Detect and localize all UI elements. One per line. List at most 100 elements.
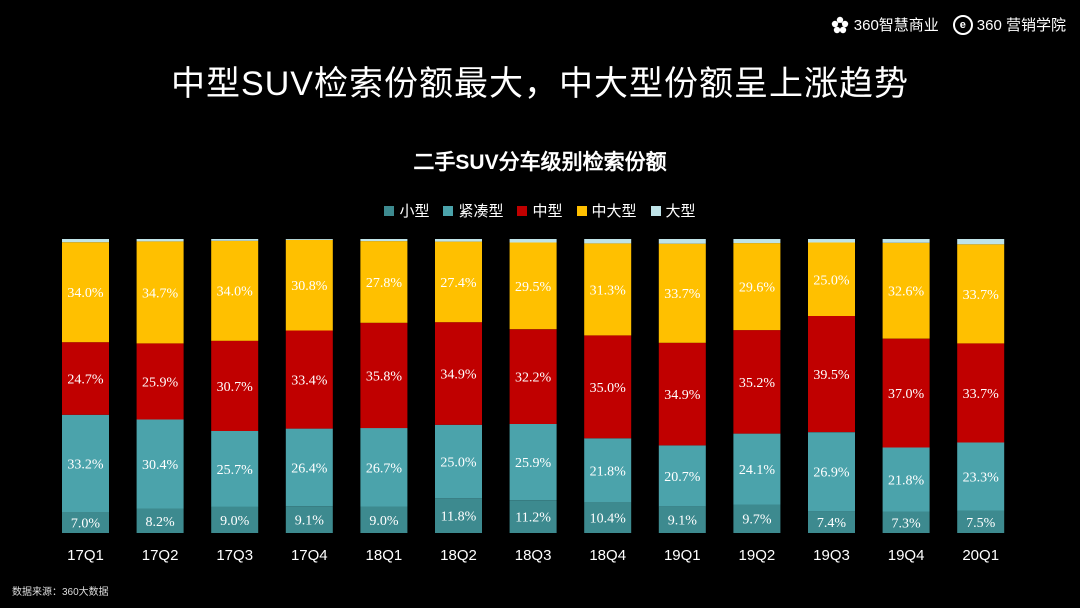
bar-segment [136,239,184,242]
data-label: 25.7% [217,463,254,478]
bar-segment [882,239,930,243]
bar-segment [136,241,184,344]
data-source-note: 数据来源：360大数据 [12,587,109,598]
bar-segment [435,424,482,499]
data-label: 26.4% [291,461,328,476]
data-label: 21.8% [888,474,925,489]
bar-segment [62,242,109,343]
data-label: 31.3% [590,283,627,298]
e-logo-icon: e [952,14,973,35]
bar-segment [808,432,855,512]
data-label: 25.9% [515,456,552,471]
bar-segment [360,428,408,507]
bar-segment [509,329,557,424]
legend-item: 中型 [517,200,563,221]
data-label: 33.4% [291,374,328,389]
x-tick-label: 18Q4 [589,547,626,564]
bar-segment [584,438,632,503]
brand-label-2: 360 营销学院 [976,17,1066,34]
data-label: 33.7% [963,387,1000,402]
x-tick-label: 19Q4 [888,547,925,564]
x-tick-label: 17Q3 [216,547,253,564]
bar-segment [285,428,333,507]
bar-segment [584,502,632,533]
bar-segment [211,340,259,431]
legend-label: 中型 [532,203,563,220]
data-label: 8.2% [146,515,176,530]
legend-label: 小型 [399,203,430,220]
data-label: 7.0% [71,517,101,532]
x-tick-label: 18Q1 [366,547,403,564]
bar-segment [584,239,632,244]
bar-segment [62,512,109,533]
slide-title: 中型SUV检索份额最大，中大型份额呈上涨趋势 [171,65,909,103]
data-label: 11.2% [515,511,551,526]
data-label: 23.3% [963,471,1000,486]
legend-item: 小型 [384,200,429,221]
bar-segment [435,322,482,425]
data-label: 33.2% [67,458,104,473]
legend-item: 大型 [650,200,696,221]
bar-segment [957,343,1005,443]
brand-360-smart-business: 360智慧商业 [830,14,939,35]
legend-item: 中大型 [576,200,637,221]
bar-segment [211,240,259,341]
bar-segment [584,243,632,336]
data-label: 20.7% [664,470,701,485]
x-tick-label: 19Q3 [813,547,850,564]
data-label: 29.5% [515,280,552,295]
bar-segment [509,423,557,500]
legend-swatch [517,205,528,216]
data-label: 33.7% [664,287,701,302]
x-tick-label: 17Q2 [142,547,179,564]
data-label: 34.0% [67,286,104,301]
bar-segment [658,243,706,343]
x-tick-label: 20Q1 [962,547,999,564]
legend-label: 紧凑型 [458,203,504,220]
data-label: 9.1% [295,514,325,529]
data-label: 35.2% [739,376,776,391]
data-label: 26.7% [366,461,403,476]
bar-segment [733,433,781,505]
x-tick-label: 18Q2 [440,547,477,564]
bar-segment [136,508,184,533]
x-tick-label: 19Q2 [739,547,776,564]
data-label: 9.7% [742,513,772,528]
data-label: 7.3% [892,516,922,531]
data-label: 34.9% [664,388,701,403]
bar-segment [62,414,109,513]
legend-label: 大型 [665,203,696,220]
data-label: 9.0% [220,514,250,529]
bar-segment [360,322,408,429]
flower-logo-icon [831,16,848,33]
bar-segment [285,506,333,533]
bar-segment [882,242,930,339]
data-label: 35.8% [366,369,403,384]
data-label: 24.7% [67,373,104,388]
x-tick-label: 17Q4 [291,547,328,564]
bar-segment [882,447,930,512]
bar-segment [285,239,333,331]
data-label: 37.0% [888,387,925,402]
chart-title: 二手SUV分车级别检索份额 [413,151,667,174]
data-label: 10.4% [590,512,627,527]
bar-segment [360,241,408,323]
bar-segment [658,506,706,533]
bar-segment [808,511,855,533]
bar-segment [211,431,259,507]
data-label: 7.4% [817,516,847,531]
bar-segment [285,330,333,429]
data-label: 35.0% [590,381,627,396]
bar-segment [882,511,930,533]
bar-segment [957,442,1005,511]
data-label: 25.0% [813,273,850,288]
bar-segment [658,445,706,507]
bar-segment [435,498,482,533]
brand-360-marketing-academy: e 360 营销学院 [952,14,1066,35]
legend-swatch [384,205,395,216]
chart-legend: 小型 紧凑型 中型 中大型 大型 [0,200,1080,221]
bar-segment [957,244,1005,344]
legend-swatch [650,205,661,216]
bar-segment [435,241,482,323]
data-label: 21.8% [590,464,627,479]
